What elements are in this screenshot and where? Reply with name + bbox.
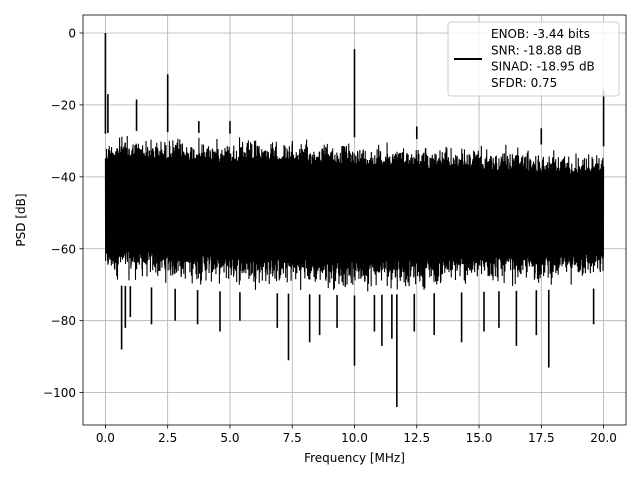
x-tick-label: 5.0	[220, 431, 239, 445]
psd-trace	[104, 136, 605, 292]
series-layer	[104, 32, 605, 408]
x-axis-ticks: 0.0 2.5 5.0 7.5 10.0 12.5 15.0 17.5 20.0	[96, 425, 617, 445]
legend-sinad: SINAD: -18.95 dB	[491, 60, 595, 74]
legend: ENOB: -3.44 bits SNR: -18.88 dB SINAD: -…	[447, 21, 620, 97]
x-tick-label: 12.5	[403, 431, 430, 445]
y-tick-label: −40	[51, 170, 76, 184]
x-tick-label: 10.0	[341, 431, 368, 445]
legend-enob: ENOB: -3.44 bits	[491, 27, 590, 41]
y-tick-label: −100	[43, 386, 76, 400]
y-tick-label: 0	[68, 26, 76, 40]
legend-box	[447, 21, 620, 97]
x-axis-label: Frequency [MHz]	[304, 451, 405, 465]
y-tick-label: −60	[51, 242, 76, 256]
x-tick-label: 2.5	[158, 431, 177, 445]
y-tick-label: −80	[51, 314, 76, 328]
legend-snr: SNR: -18.88 dB	[491, 43, 582, 57]
y-axis-label: PSD [dB]	[14, 193, 28, 246]
x-tick-label: 0.0	[96, 431, 115, 445]
y-axis-ticks: 0 −20 −40 −60 −80 −100	[43, 26, 83, 400]
x-tick-label: 7.5	[283, 431, 302, 445]
x-tick-label: 17.5	[528, 431, 555, 445]
y-tick-label: −20	[51, 98, 76, 112]
x-tick-label: 15.0	[466, 431, 493, 445]
legend-sfdr: SFDR: 0.75	[491, 76, 557, 90]
x-tick-label: 20.0	[590, 431, 617, 445]
